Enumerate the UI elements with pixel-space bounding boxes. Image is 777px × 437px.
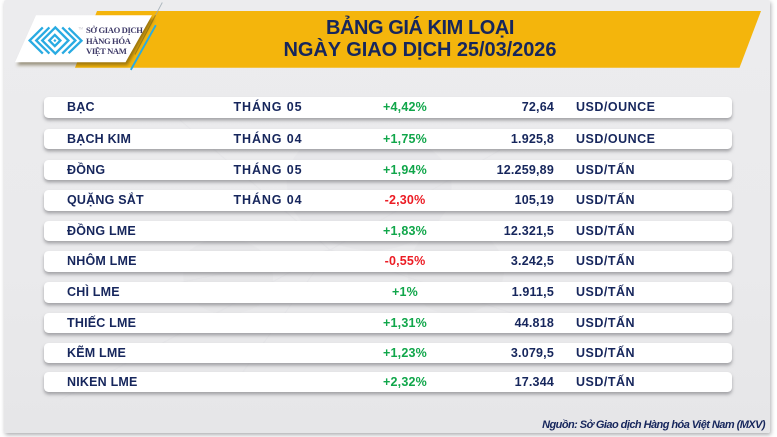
svg-text:TM: TM xyxy=(78,27,83,31)
